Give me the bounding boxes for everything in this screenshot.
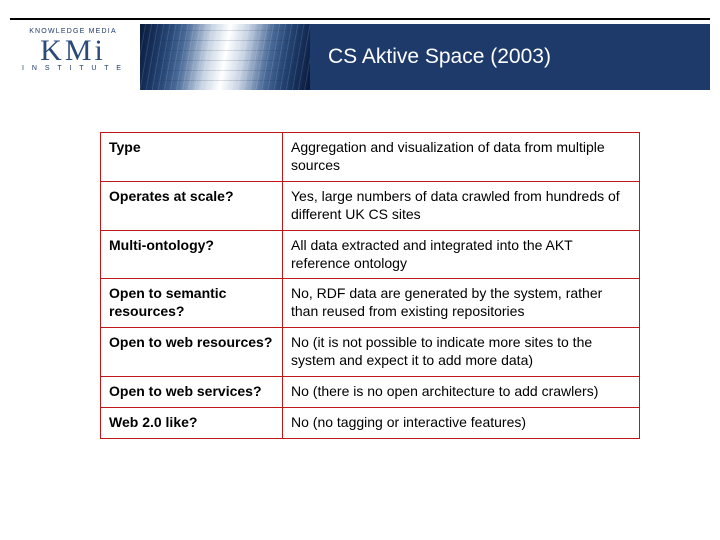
row-label: Type bbox=[101, 133, 283, 182]
kmi-logo: KNOWLEDGE MEDIA KMi I N S T I T U T E bbox=[18, 28, 128, 84]
table-row: Open to web services?No (there is no ope… bbox=[101, 377, 640, 408]
table-row: Multi-ontology?All data extracted and in… bbox=[101, 230, 640, 279]
row-label: Web 2.0 like? bbox=[101, 407, 283, 438]
content-area: TypeAggregation and visualization of dat… bbox=[100, 132, 640, 439]
info-table: TypeAggregation and visualization of dat… bbox=[100, 132, 640, 439]
table-row: Open to semantic resources?No, RDF data … bbox=[101, 279, 640, 328]
row-value: No, RDF data are generated by the system… bbox=[283, 279, 640, 328]
row-label: Multi-ontology? bbox=[101, 230, 283, 279]
info-table-body: TypeAggregation and visualization of dat… bbox=[101, 133, 640, 439]
table-row: Web 2.0 like?No (no tagging or interacti… bbox=[101, 407, 640, 438]
header: KNOWLEDGE MEDIA KMi I N S T I T U T E CS… bbox=[0, 0, 720, 100]
row-value: All data extracted and integrated into t… bbox=[283, 230, 640, 279]
row-value: No (there is no open architecture to add… bbox=[283, 377, 640, 408]
top-rule bbox=[10, 18, 710, 20]
row-value: No (no tagging or interactive features) bbox=[283, 407, 640, 438]
title-banner: CS Aktive Space (2003) bbox=[140, 24, 710, 90]
row-value: Yes, large numbers of data crawled from … bbox=[283, 181, 640, 230]
table-row: TypeAggregation and visualization of dat… bbox=[101, 133, 640, 182]
table-row: Operates at scale?Yes, large numbers of … bbox=[101, 181, 640, 230]
slide-title: CS Aktive Space (2003) bbox=[310, 24, 710, 90]
row-label: Open to web services? bbox=[101, 377, 283, 408]
row-value: No (it is not possible to indicate more … bbox=[283, 328, 640, 377]
row-value: Aggregation and visualization of data fr… bbox=[283, 133, 640, 182]
banner-graphic bbox=[140, 24, 310, 90]
table-row: Open to web resources?No (it is not poss… bbox=[101, 328, 640, 377]
logo-main-text: KMi bbox=[18, 37, 128, 64]
row-label: Open to web resources? bbox=[101, 328, 283, 377]
row-label: Open to semantic resources? bbox=[101, 279, 283, 328]
row-label: Operates at scale? bbox=[101, 181, 283, 230]
